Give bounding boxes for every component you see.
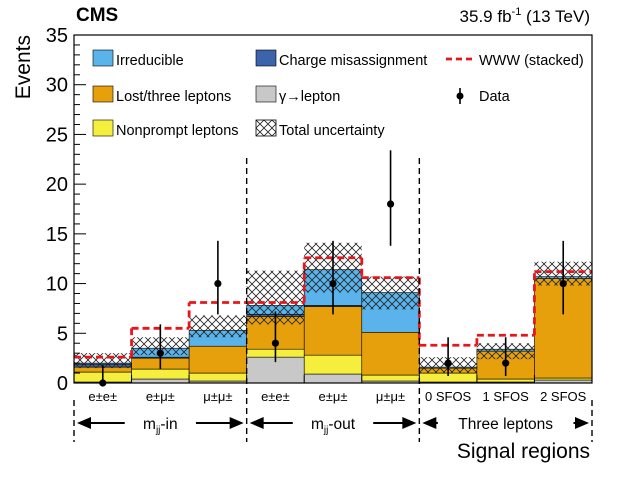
group-arrow-right-head-0 (229, 417, 244, 429)
x-category-label-8: 2 SFOS (540, 389, 587, 404)
bar-nonprompt-leptons-2 (188, 372, 247, 382)
uncertainty-band-2 (189, 315, 247, 338)
x-category-label-7: 1 SFOS (483, 389, 530, 404)
data-point-8 (559, 279, 567, 288)
legend-swatch-data-marker (456, 92, 464, 100)
x-category-label-5: μ±μ± (376, 389, 405, 404)
x-category-label-3: e±e± (261, 389, 290, 404)
y-tick-label-5: 5 (57, 323, 68, 345)
lumi-label: 35.9 fb-1 (13 TeV) (460, 6, 590, 26)
data-point-4 (329, 279, 337, 288)
legend-label-charge: Charge misassignment (279, 53, 427, 69)
data-point-6 (444, 359, 452, 367)
x-axis-label: Signal regions (457, 440, 590, 463)
y-tick-label-10: 10 (46, 274, 68, 296)
x-category-labels: e±e± e±μ± μ±μ± e±e± e±μ± μ±μ± 0 SFOS 1 SFOS 2 SF… (88, 389, 586, 404)
y-axis-ticks: 0 5 10 15 20 25 30 35 (46, 25, 535, 395)
group-arrow-left-head-2 (422, 417, 437, 429)
y-axis-label: Events (12, 35, 35, 99)
legend-label-irreducible: Irreducible (116, 53, 184, 69)
data-point-3 (271, 339, 280, 347)
lumi-prefix: 35.9 fb (460, 7, 512, 26)
legend-label-gamma: γ→lepton (279, 89, 340, 105)
bar-nonprompt-leptons-4 (303, 354, 363, 375)
group-label-suffix-1: -out (328, 416, 355, 433)
group-label-suffix-0: -in (160, 416, 177, 433)
region-dividers (73, 158, 593, 442)
y-tick-label-20: 20 (46, 174, 68, 196)
data-point-7 (502, 359, 510, 367)
group-arrow-left-head-0 (77, 417, 91, 429)
legend-swatch-irreducible (92, 49, 114, 67)
y-tick-label-0: 0 (57, 373, 68, 395)
lumi-suffix: (13 TeV) (521, 7, 590, 26)
group-label-2: Three leptons (458, 416, 553, 433)
data-point-5 (386, 200, 395, 208)
legend-label-total-unc: Total uncertainty (279, 123, 385, 139)
legend-swatch-lost (92, 85, 114, 103)
legend-label-www: WWW (stacked) (479, 53, 584, 69)
cms-label: CMS (76, 5, 118, 26)
data-points (99, 150, 567, 387)
uncertainty-bands (74, 242, 592, 374)
legend-label-lost: Lost/three leptons (116, 89, 231, 105)
group-arrow-right-head-2 (575, 417, 589, 429)
bar-nonprompt-leptons-7 (476, 378, 535, 383)
group-label-main-1: m (311, 416, 324, 433)
legend-swatch-total-unc (255, 119, 277, 137)
x-category-label-4: e±μ± (319, 389, 348, 404)
bar-lost-three-leptons-5 (361, 331, 420, 376)
group-arrow-right-head-1 (402, 417, 417, 429)
x-category-label-0: e±e± (88, 389, 117, 404)
legend-swatch-gamma (255, 85, 277, 103)
legend-swatch-nonprompt (92, 119, 114, 137)
bar-nonprompt-leptons-1 (131, 368, 190, 380)
region-groups: mjj-in mjj-out Three leptons (77, 416, 589, 436)
legend: Irreducible Charge misassignment WWW (st… (92, 49, 584, 139)
y-tick-label-35: 35 (46, 25, 68, 47)
group-label-sub-0: jj (155, 425, 160, 436)
bar-nonprompt-leptons-5 (361, 374, 420, 382)
bar--lepton-4 (303, 373, 363, 383)
group-label-0: mjj-in (143, 416, 178, 436)
y-tick-label-15: 15 (46, 224, 68, 246)
legend-swatch-charge (255, 49, 277, 67)
y-tick-label-30: 30 (46, 75, 68, 97)
group-label-1: mjj-out (311, 416, 356, 436)
x-category-label-1: e±μ± (146, 389, 175, 404)
group-label-main-0: m (143, 416, 156, 433)
bar-lost-three-leptons-2 (188, 345, 247, 374)
plot-frame (73, 34, 593, 384)
x-category-label-2: μ±μ± (203, 389, 232, 404)
x-category-label-6: 0 SFOS (425, 389, 472, 404)
bar-lost-three-leptons-4 (303, 306, 363, 356)
data-point-2 (214, 279, 222, 288)
legend-label-data: Data (479, 89, 511, 105)
group-arrow-left-head-1 (249, 417, 264, 429)
data-point-1 (156, 349, 164, 357)
y-tick-label-25: 25 (46, 124, 68, 146)
uncertainty-band-5 (361, 276, 420, 310)
group-label-sub-1: jj (323, 425, 328, 436)
lumi-exponent: -1 (512, 6, 522, 18)
legend-label-nonprompt: Nonprompt leptons (116, 123, 239, 139)
group-label-main-2: Three leptons (458, 416, 553, 433)
